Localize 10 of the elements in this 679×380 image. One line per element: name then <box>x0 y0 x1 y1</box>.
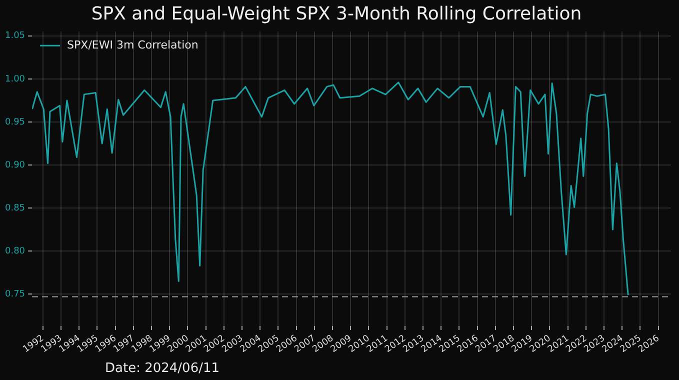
y-tick-label: 0.80 <box>4 246 26 256</box>
y-tick-label: 1.00 <box>4 74 26 84</box>
y-tick-label: 0.90 <box>4 160 26 170</box>
chart-title: SPX and Equal-Weight SPX 3-Month Rolling Correlation <box>91 3 582 24</box>
text: Date: 2024/06/11 <box>105 361 220 376</box>
legend-label: SPX/EWI 3m Correlation <box>67 38 198 52</box>
y-tick-label: 1.05 <box>4 31 26 42</box>
y-tick-label: 0.75 <box>4 290 26 300</box>
y-tick-label: 0.85 <box>4 203 26 214</box>
y-tick-label: 0.95 <box>4 117 26 128</box>
